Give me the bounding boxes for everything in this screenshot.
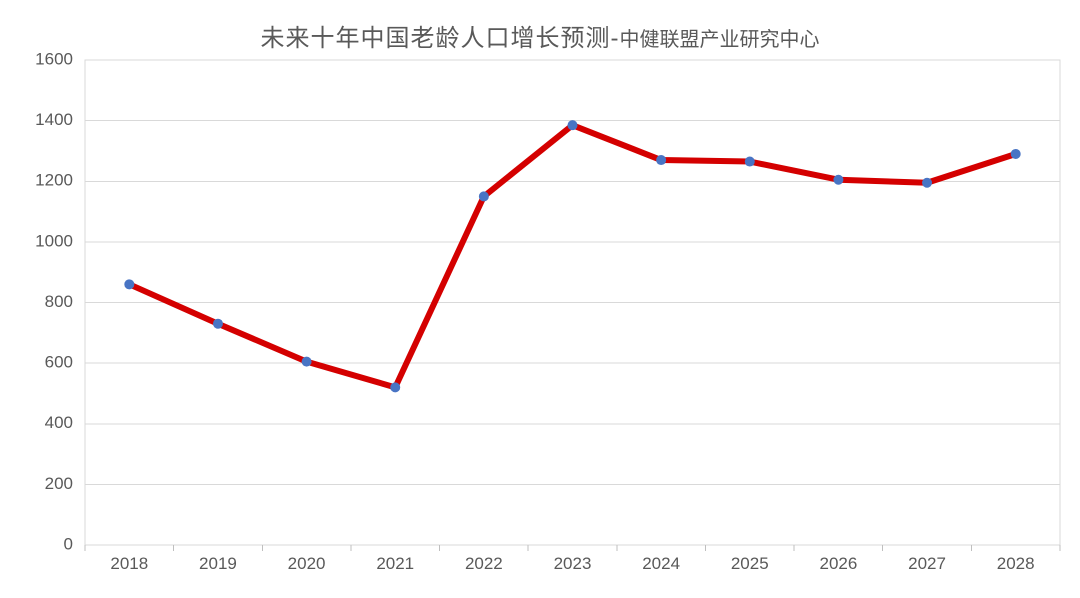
y-axis-label: 1200: [35, 171, 73, 190]
data-marker: [656, 155, 666, 165]
data-marker: [479, 191, 489, 201]
x-axis-label: 2024: [642, 554, 680, 573]
y-axis-label: 1400: [35, 110, 73, 129]
y-axis-label: 600: [45, 353, 73, 372]
chart-svg: 0 200 400 600 800 1000 1200 1400 1600 2018 2019 202…: [0, 0, 1080, 598]
data-marker: [213, 319, 223, 329]
data-marker: [302, 357, 312, 367]
x-axis-label: 2026: [819, 554, 857, 573]
y-axis-label: 1600: [35, 49, 73, 68]
data-marker: [833, 175, 843, 185]
data-marker: [390, 382, 400, 392]
x-axis-label: 2028: [997, 554, 1035, 573]
y-axis-label: 200: [45, 474, 73, 493]
y-axis-label: 800: [45, 292, 73, 311]
data-marker: [124, 279, 134, 289]
data-marker: [1011, 149, 1021, 159]
x-axis-label: 2020: [288, 554, 326, 573]
x-axis-label: 2027: [908, 554, 946, 573]
x-axis-label: 2025: [731, 554, 769, 573]
x-axis-label: 2022: [465, 554, 503, 573]
series-line: [129, 125, 1015, 387]
y-axis-label: 400: [45, 413, 73, 432]
x-axis-label: 2021: [376, 554, 414, 573]
x-axis-label: 2018: [110, 554, 148, 573]
data-marker: [568, 120, 578, 130]
y-axis-label: 0: [64, 534, 73, 553]
data-marker: [922, 178, 932, 188]
data-marker: [745, 157, 755, 167]
x-axis-label: 2019: [199, 554, 237, 573]
x-axis-label: 2023: [554, 554, 592, 573]
chart-container: 未来十年中国老龄人口增长预测-中健联盟产业研究中心 02004006008001…: [0, 0, 1080, 598]
y-axis-label: 1000: [35, 231, 73, 250]
